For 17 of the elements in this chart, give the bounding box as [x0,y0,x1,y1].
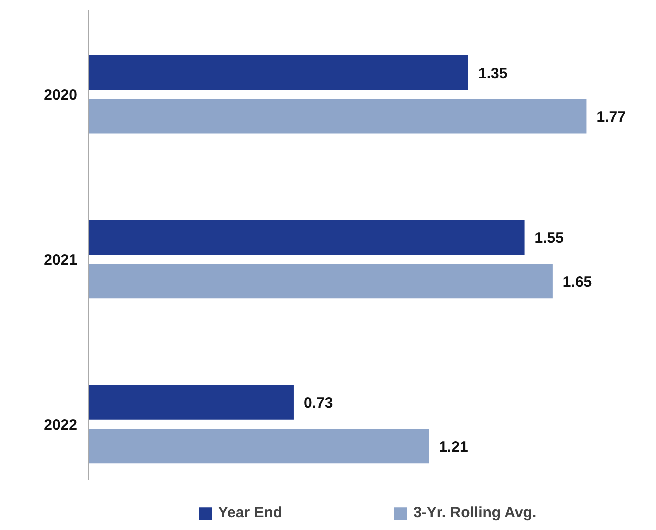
data-label: 1.35 [478,65,508,82]
bar [88,99,587,134]
data-label: 1.21 [439,438,468,456]
data-label: 1.65 [562,274,592,291]
bar [88,428,430,464]
y-tick-label: 2020 [44,87,78,104]
bar [88,220,525,255]
bar [88,55,468,90]
legend-label: 3-Yr. Rolling Avg. [414,504,537,522]
bar [88,385,294,420]
bar [88,264,553,299]
data-label: 0.73 [304,395,334,412]
legend-label: Year End [218,504,283,522]
data-label: 1.77 [596,108,626,126]
y-tick-label: 2022 [44,416,78,434]
y-tick-label: 2021 [44,252,78,270]
data-label: 1.55 [534,230,564,248]
